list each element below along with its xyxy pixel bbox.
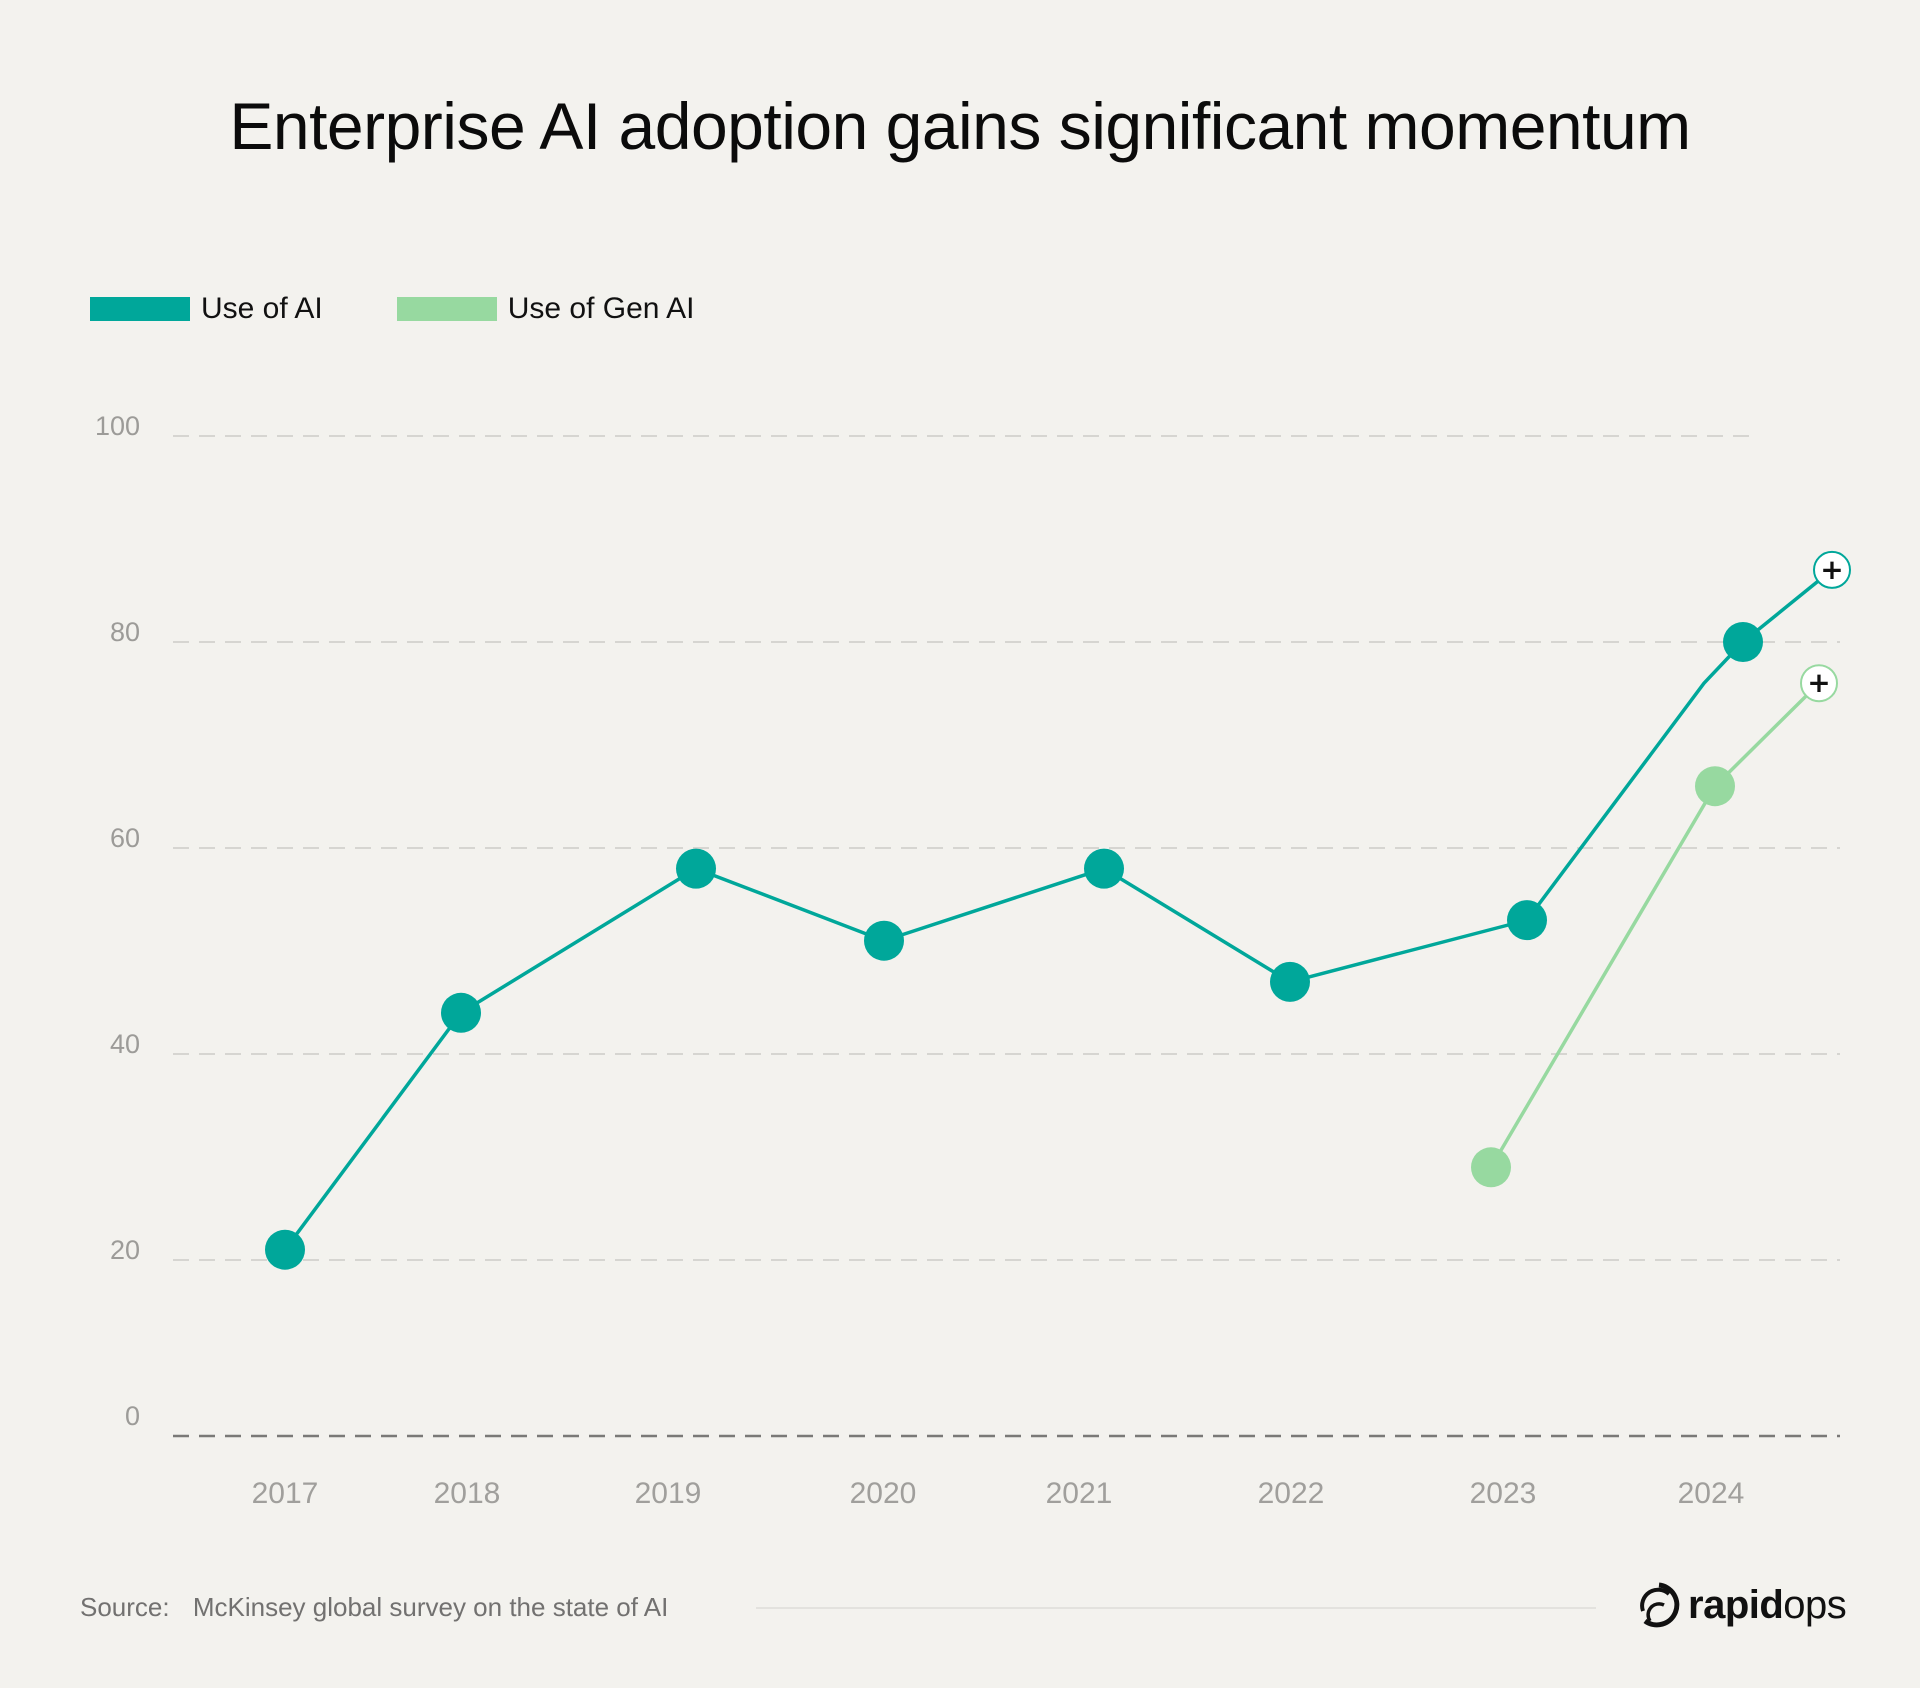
data-point-ai-2020 xyxy=(864,920,904,961)
source-label: Source: xyxy=(80,1592,170,1622)
series-points: ++ xyxy=(265,550,1851,1270)
y-tick-label: 60 xyxy=(110,823,140,853)
data-point-ai-2018 xyxy=(441,992,481,1033)
x-tick-label: 2023 xyxy=(1470,1477,1537,1510)
data-point-ai-2021 xyxy=(1084,848,1124,889)
data-point-ai-2019 xyxy=(676,848,716,889)
source-note: Source: McKinsey global survey on the st… xyxy=(80,1592,668,1623)
data-point-ai-2023 xyxy=(1507,900,1547,941)
x-tick-label: 2024 xyxy=(1678,1477,1745,1510)
legend-swatch-use-of-ai xyxy=(90,297,190,321)
series-line-use-of-ai xyxy=(283,568,1834,1251)
data-point-ai-2022 xyxy=(1270,961,1310,1002)
series-lines xyxy=(283,568,1834,1251)
rapidops-logo: rapidops xyxy=(1636,1581,1847,1629)
source-text: McKinsey global survey on the state of A… xyxy=(192,1592,669,1622)
x-tick-label: 2021 xyxy=(1046,1477,1113,1510)
plus-marker-use-of-gen-ai xyxy=(1800,664,1838,703)
x-tick-label: 2017 xyxy=(252,1477,319,1510)
x-tick-label: 2019 xyxy=(635,1477,702,1510)
x-axis-ticks: 2017 2018 2019 2020 2021 2022 2023 2024 xyxy=(252,1477,1745,1510)
logo-text-light: ops xyxy=(1783,1582,1847,1627)
y-tick-label: 80 xyxy=(110,617,140,647)
y-axis-ticks: 0 20 40 60 80 100 xyxy=(95,411,140,1431)
chart-title: Enterprise AI adoption gains significant… xyxy=(229,89,1691,163)
legend-label: Use of Gen AI xyxy=(507,292,695,325)
legend-item-use-of-gen-ai: Use of Gen AI xyxy=(396,292,695,325)
data-point-genai-2024 xyxy=(1695,766,1735,807)
rapidops-logo-icon xyxy=(1640,1582,1680,1628)
legend-swatch-use-of-gen-ai xyxy=(396,297,497,321)
y-tick-label: 20 xyxy=(110,1235,140,1265)
logo-text: rapidops xyxy=(1688,1582,1847,1628)
plus-icon: + xyxy=(1820,553,1843,586)
y-tick-label: 0 xyxy=(125,1401,140,1431)
x-tick-label: 2018 xyxy=(434,1477,501,1510)
logo-text-bold: rapid xyxy=(1688,1582,1784,1627)
data-point-genai-2023 xyxy=(1471,1147,1511,1188)
footer-divider xyxy=(756,1607,1596,1609)
legend-label: Use of AI xyxy=(201,292,323,325)
data-point-ai-2024 xyxy=(1723,622,1763,662)
plus-icon: + xyxy=(1807,666,1830,699)
legend-item-use-of-ai: Use of AI xyxy=(90,292,323,325)
y-tick-label: 40 xyxy=(110,1029,140,1059)
y-tick-label: 100 xyxy=(95,411,140,441)
x-tick-label: 2022 xyxy=(1258,1477,1325,1510)
data-point-ai-2017 xyxy=(265,1229,305,1270)
plus-marker-use-of-ai xyxy=(1813,550,1851,589)
x-tick-label: 2020 xyxy=(850,1477,917,1510)
gridlines xyxy=(173,435,1840,1438)
legend: Use of AI Use of Gen AI xyxy=(90,292,769,325)
